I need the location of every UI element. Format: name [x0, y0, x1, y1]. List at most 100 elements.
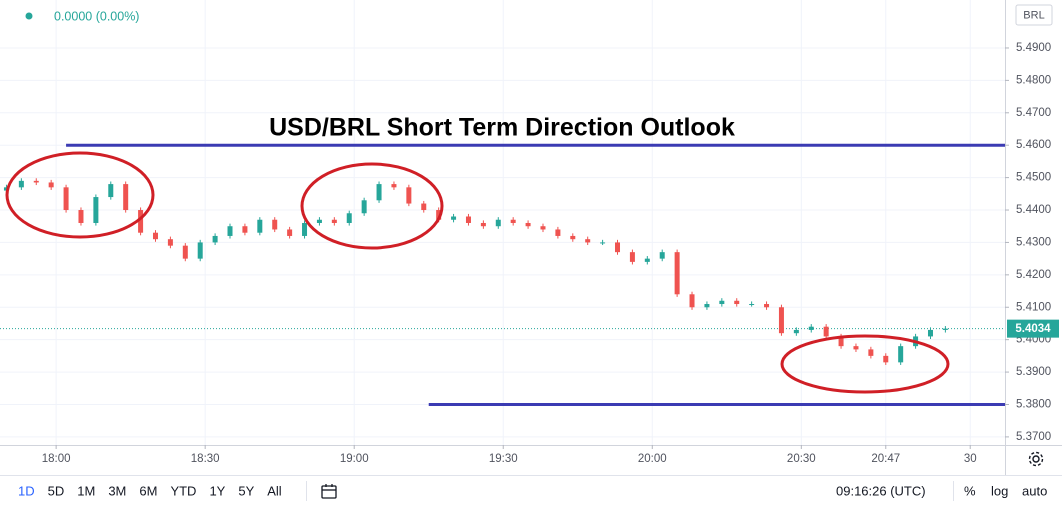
candle-body: [764, 304, 770, 308]
candle-body: [48, 182, 54, 188]
candle-body: [495, 219, 501, 227]
currency-label[interactable]: BRL: [1023, 9, 1044, 21]
scale-option[interactable]: %: [964, 483, 976, 498]
candle-body: [480, 222, 486, 227]
candle-body: [525, 222, 531, 227]
highlight-ellipse: [5, 151, 155, 239]
candle-body: [391, 184, 397, 188]
y-tick-label: 5.4200: [1016, 269, 1051, 281]
candle-body: [242, 226, 248, 233]
candle-body: [942, 328, 948, 330]
y-tick-label: 5.4300: [1016, 236, 1051, 248]
candle-body: [123, 184, 129, 211]
candle-body: [719, 300, 725, 305]
candle-body: [540, 226, 546, 230]
candle-body: [615, 242, 621, 253]
range-button[interactable]: 1D: [18, 483, 35, 498]
range-button[interactable]: 5D: [48, 483, 65, 498]
candle-body: [778, 307, 784, 334]
candle-body: [570, 235, 576, 240]
candle-body: [436, 210, 442, 220]
y-tick-label: 5.4800: [1016, 74, 1051, 86]
y-tick-label: 5.4100: [1016, 301, 1051, 313]
candle-body: [823, 326, 829, 337]
x-tick-label: 30: [964, 453, 977, 465]
highlight-ellipse: [300, 162, 444, 250]
y-tick-label: 5.4500: [1016, 172, 1051, 184]
range-button[interactable]: 5Y: [238, 483, 254, 498]
clock: 09:16:26 (UTC): [836, 483, 926, 498]
candle-body: [272, 219, 278, 230]
x-tick-label: 18:00: [42, 453, 71, 465]
candle-body: [704, 304, 710, 308]
candle-body: [108, 184, 114, 198]
candle-body: [167, 239, 173, 246]
candle-body: [629, 252, 635, 262]
scale-option[interactable]: auto: [1022, 483, 1047, 498]
candle-body: [689, 294, 695, 308]
candle-body: [182, 245, 188, 259]
y-tick-label: 5.4700: [1016, 107, 1051, 119]
x-tick-label: 19:30: [489, 453, 518, 465]
settings-icon[interactable]: [1028, 451, 1044, 467]
x-tick-label: 19:00: [340, 453, 369, 465]
x-tick-label: 18:30: [191, 453, 220, 465]
date-range-icon[interactable]: [321, 484, 337, 499]
status-dot: [25, 12, 33, 20]
y-tick-label: 5.3700: [1016, 431, 1051, 443]
candle-body: [406, 187, 412, 204]
candle-body: [18, 180, 24, 188]
candle-body: [33, 180, 39, 183]
range-button[interactable]: 6M: [139, 483, 157, 498]
candle-body: [853, 346, 859, 350]
range-button[interactable]: YTD: [170, 483, 196, 498]
scale-option[interactable]: log: [991, 483, 1008, 498]
x-tick-label: 20:47: [871, 453, 900, 465]
currency-box[interactable]: [1015, 4, 1053, 26]
candle-body: [302, 222, 308, 236]
candle-body: [152, 232, 158, 240]
candle-body: [63, 187, 69, 211]
candle-body: [883, 355, 889, 363]
y-tick-label: 5.4600: [1016, 139, 1051, 151]
candle-body: [346, 213, 352, 223]
range-button[interactable]: All: [267, 483, 282, 498]
highlight-ellipse: [780, 334, 950, 394]
range-button[interactable]: 1M: [77, 483, 95, 498]
candle-body: [734, 300, 740, 305]
candle-body: [451, 216, 457, 220]
candle-body: [257, 219, 263, 233]
candle-body: [421, 203, 427, 211]
candle-body: [465, 216, 471, 223]
last-price-label: 5.4034: [1015, 323, 1051, 335]
candle-body: [287, 229, 293, 236]
candle-body: [138, 210, 144, 233]
candle-body: [197, 242, 203, 259]
candle-body: [659, 252, 665, 259]
candle-body: [212, 235, 218, 243]
candle-body: [585, 239, 591, 243]
y-tick-label: 5.3900: [1016, 366, 1051, 378]
candle-body: [361, 200, 367, 214]
y-tick-label: 5.4900: [1016, 42, 1051, 54]
candle-body: [555, 229, 561, 236]
candle-body: [376, 184, 382, 201]
candle-body: [898, 346, 904, 363]
chart-title: USD/BRL Short Term Direction Outlook: [269, 114, 735, 142]
range-button[interactable]: 1Y: [209, 483, 225, 498]
candle-body: [674, 252, 680, 295]
last-price-tag: [1007, 319, 1059, 338]
y-tick-label: 5.3800: [1016, 399, 1051, 411]
candle-body: [510, 219, 516, 223]
candle-body: [793, 329, 799, 334]
range-button[interactable]: 3M: [108, 483, 126, 498]
change-label: 0.0000 (0.00%): [54, 9, 139, 23]
x-tick-label: 20:00: [638, 453, 667, 465]
candle-body: [644, 258, 650, 262]
candle-body: [808, 326, 814, 330]
x-tick-label: 20:30: [787, 453, 816, 465]
candle-body: [316, 219, 322, 223]
